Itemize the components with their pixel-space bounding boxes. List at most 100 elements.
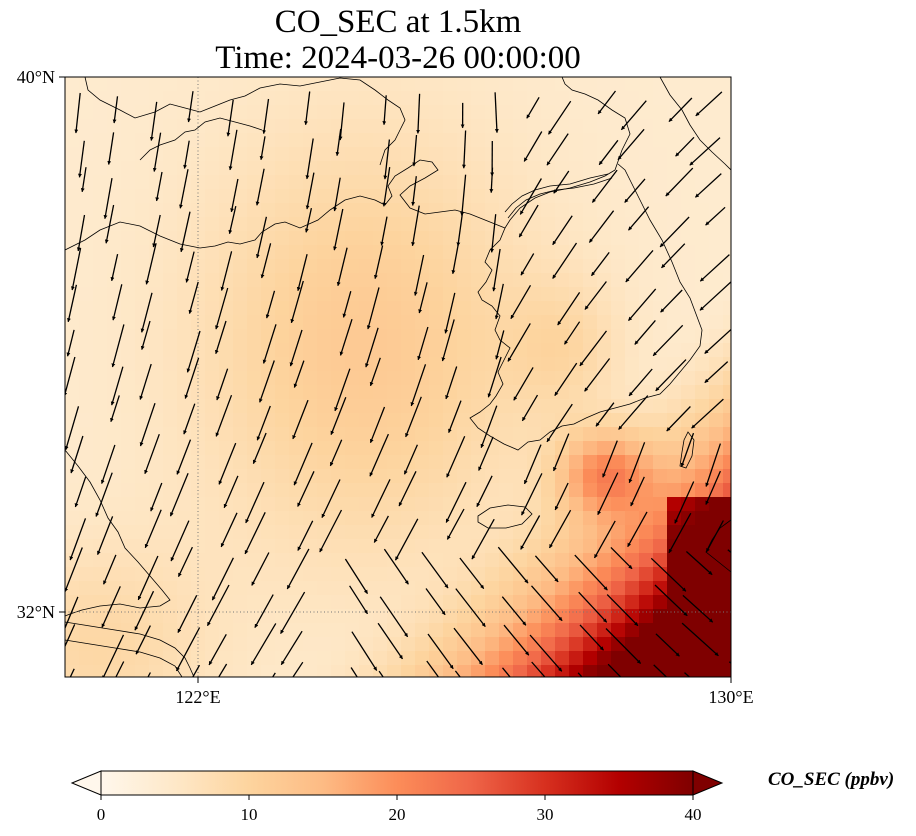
field-cell bbox=[583, 455, 598, 470]
field-cell bbox=[597, 497, 612, 512]
field-cell bbox=[569, 483, 584, 498]
field-cell bbox=[625, 427, 640, 442]
field-cell bbox=[289, 91, 304, 106]
field-cell bbox=[219, 413, 234, 428]
wind-vector-arrow bbox=[398, 471, 417, 507]
field-cell bbox=[415, 259, 430, 274]
field-cell bbox=[653, 371, 668, 386]
field-cell bbox=[527, 525, 542, 540]
field-cell bbox=[401, 119, 416, 134]
field-cell bbox=[709, 623, 724, 638]
field-cell bbox=[107, 119, 122, 134]
field-cell bbox=[121, 231, 136, 246]
field-cell bbox=[723, 637, 731, 652]
field-cell bbox=[569, 161, 584, 176]
field-cell bbox=[401, 511, 416, 526]
field-cell bbox=[359, 483, 374, 498]
field-cell bbox=[625, 357, 640, 372]
field-cell bbox=[233, 567, 248, 582]
field-cell bbox=[485, 105, 500, 120]
field-cell bbox=[163, 245, 178, 260]
field-cell bbox=[359, 581, 374, 596]
field-cell bbox=[65, 469, 80, 484]
field-cell bbox=[653, 525, 668, 540]
field-cell bbox=[107, 399, 122, 414]
field-cell bbox=[135, 203, 150, 218]
wind-vector-arrow bbox=[383, 548, 409, 585]
field-cell bbox=[723, 175, 731, 190]
field-cell bbox=[695, 455, 710, 470]
field-cell bbox=[261, 119, 276, 134]
field-cell bbox=[443, 315, 458, 330]
field-cell bbox=[401, 329, 416, 344]
wind-vector-arrow bbox=[624, 178, 646, 203]
field-cell bbox=[611, 119, 626, 134]
field-cell bbox=[79, 595, 94, 610]
field-cell bbox=[457, 623, 472, 638]
field-cell bbox=[345, 231, 360, 246]
field-cell bbox=[681, 539, 696, 554]
field-cell bbox=[93, 147, 108, 162]
field-cell bbox=[541, 287, 556, 302]
field-cell bbox=[135, 441, 150, 456]
field-cell bbox=[541, 595, 556, 610]
field-cell bbox=[457, 189, 472, 204]
field-cell bbox=[149, 147, 164, 162]
field-cell bbox=[709, 483, 724, 498]
field-cell bbox=[401, 651, 416, 666]
field-cell bbox=[653, 637, 668, 652]
field-cell bbox=[639, 567, 654, 582]
field-cell bbox=[527, 385, 542, 400]
field-cell bbox=[107, 567, 122, 582]
field-cell bbox=[261, 651, 276, 666]
field-cell bbox=[443, 483, 458, 498]
field-cell bbox=[135, 455, 150, 470]
wind-vector-arrow bbox=[410, 364, 427, 407]
field-cell bbox=[65, 441, 80, 456]
field-cell bbox=[457, 651, 472, 666]
field-cell bbox=[583, 651, 598, 666]
field-cell bbox=[611, 329, 626, 344]
field-cell bbox=[569, 329, 584, 344]
field-cell bbox=[639, 581, 654, 596]
wind-vector-arrow bbox=[685, 551, 713, 576]
field-cell bbox=[93, 189, 108, 204]
field-cell bbox=[625, 581, 640, 596]
field-cell bbox=[681, 525, 696, 540]
field-cell bbox=[275, 259, 290, 274]
field-cell bbox=[345, 427, 360, 442]
field-cell bbox=[65, 161, 80, 176]
wind-vector-arrow bbox=[220, 512, 238, 548]
wind-vector-arrow bbox=[597, 90, 617, 115]
field-cell bbox=[653, 161, 668, 176]
field-cell bbox=[317, 357, 332, 372]
field-cell bbox=[597, 637, 612, 652]
field-cell bbox=[135, 665, 150, 677]
field-cell bbox=[443, 413, 458, 428]
field-cell bbox=[653, 553, 668, 568]
field-cell bbox=[667, 483, 682, 498]
field-cell bbox=[415, 105, 430, 120]
field-cell bbox=[289, 161, 304, 176]
field-cell bbox=[527, 553, 542, 568]
field-cell bbox=[513, 273, 528, 288]
field-cell bbox=[163, 371, 178, 386]
field-cell bbox=[233, 231, 248, 246]
field-cell bbox=[289, 651, 304, 666]
wind-vector-arrow bbox=[265, 290, 276, 319]
coastline-yalu-border-2 bbox=[507, 177, 613, 219]
field-cell bbox=[569, 455, 584, 470]
field-cell bbox=[93, 91, 108, 106]
field-cell bbox=[233, 525, 248, 540]
field-cell bbox=[317, 133, 332, 148]
field-cell bbox=[681, 147, 696, 162]
field-cell bbox=[387, 413, 402, 428]
field-cell bbox=[331, 231, 346, 246]
field-cell bbox=[611, 525, 626, 540]
field-cell bbox=[569, 91, 584, 106]
field-cell bbox=[79, 175, 94, 190]
field-cell bbox=[247, 315, 262, 330]
field-cell bbox=[415, 469, 430, 484]
wind-vector-arrow bbox=[456, 212, 464, 247]
field-cell bbox=[541, 441, 556, 456]
